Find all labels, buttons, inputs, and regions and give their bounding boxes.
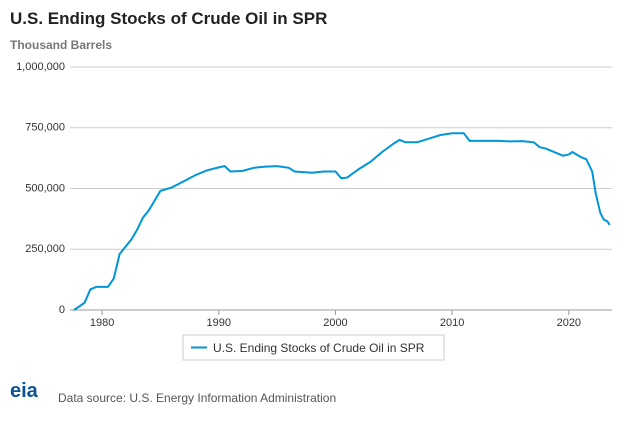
y-tick-label: 0 (59, 304, 65, 316)
chart-title: U.S. Ending Stocks of Crude Oil in SPR (10, 9, 327, 28)
y-tick-label: 750,000 (25, 122, 65, 134)
y-tick-label: 500,000 (25, 182, 65, 194)
legend (182, 334, 445, 361)
data-line (73, 132, 611, 311)
x-tick-label: 1990 (207, 317, 231, 329)
legend-label: U.S. Ending Stocks of Crude Oil in SPR (213, 341, 425, 355)
x-tick-label: 1980 (90, 317, 114, 329)
chart-subtitle: Thousand Barrels (10, 38, 112, 52)
y-tick-label: 1,000,000 (16, 61, 65, 73)
source: Data source: U.S. Energy Information Adm… (58, 391, 336, 405)
logo: eia (10, 380, 39, 402)
x-tick-label: 2010 (440, 317, 464, 329)
y-tick-label: 250,000 (25, 243, 65, 255)
x-tick-label: 2000 (323, 317, 347, 329)
x-tick-label: 2020 (557, 317, 581, 329)
